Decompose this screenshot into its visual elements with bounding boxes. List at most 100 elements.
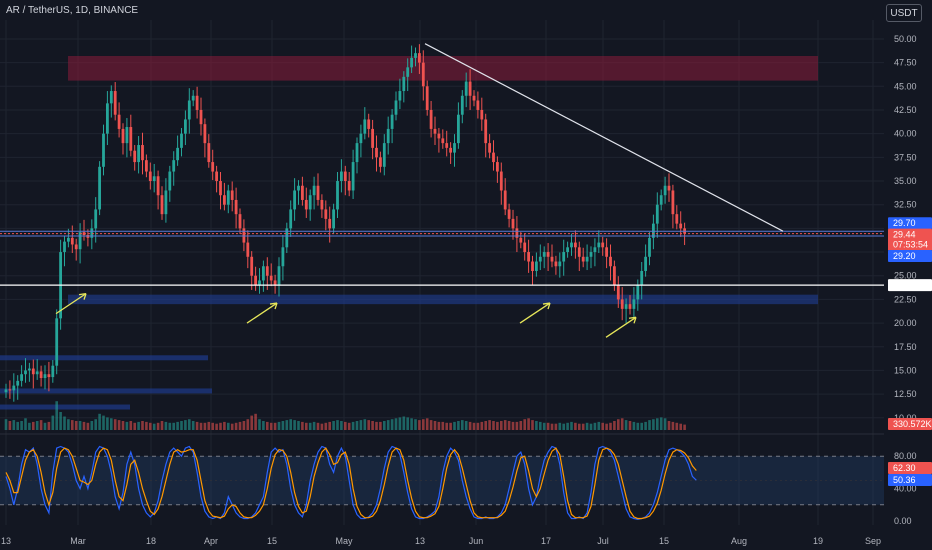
candle-body (199, 109, 203, 125)
candle-body (667, 185, 671, 191)
symbol-title[interactable]: AR / TetherUS, 1D, BINANCE (6, 5, 139, 16)
candle-body (648, 237, 651, 257)
volume-bar (320, 423, 324, 430)
candle-body (574, 242, 577, 248)
candle-body (24, 370, 27, 375)
volume-bar (110, 418, 113, 430)
volume-bar (149, 422, 152, 430)
candle-body (301, 185, 304, 200)
candle-body (636, 285, 640, 300)
volume-bar (28, 422, 31, 430)
candle-body (441, 138, 445, 144)
stoch-panel (0, 433, 884, 520)
volume-bar (445, 422, 448, 430)
candle-body (289, 209, 293, 229)
candle-body (659, 195, 663, 205)
x-tick-label: Mar (70, 536, 86, 546)
volume-bar (145, 421, 148, 430)
volume-bar (285, 420, 289, 430)
candle-body (550, 256, 554, 262)
volume-bar (519, 421, 523, 430)
candle-body (437, 133, 441, 139)
volume-bar (566, 422, 569, 430)
candle-body (133, 150, 137, 163)
candle-body (293, 190, 296, 210)
candle-body (250, 256, 254, 276)
volume-bar (344, 421, 347, 430)
candle-body (488, 143, 491, 153)
volume-bar (269, 422, 273, 430)
volume-bar (383, 421, 386, 430)
candle-body (148, 171, 152, 182)
candle-body (43, 374, 47, 379)
level-lines (0, 43, 884, 286)
candle-body (386, 128, 390, 144)
volume-bar (328, 421, 331, 430)
volume-bar (32, 421, 35, 430)
volume-bar (219, 422, 222, 430)
volume-bar (375, 421, 378, 430)
stoch-d-line (5, 447, 697, 520)
candle-body (215, 171, 218, 182)
annotation-arrow (605, 316, 637, 338)
volume-bar (16, 421, 19, 430)
volume-bar (347, 422, 351, 430)
volume-bar (402, 416, 406, 430)
candle-body (74, 244, 78, 250)
candle-body (168, 171, 172, 191)
candle-body (613, 266, 616, 286)
volume-bar (266, 421, 269, 430)
volume-bar (113, 419, 117, 430)
volume-bar (550, 423, 554, 430)
candle-body (655, 204, 659, 224)
volume-bar (90, 421, 94, 430)
candle-body (382, 143, 386, 167)
volume-bar (628, 421, 632, 430)
volume-bar (663, 418, 667, 430)
volume-bar (410, 418, 413, 430)
volume-bar (8, 421, 12, 430)
volume-bar (581, 423, 585, 430)
zones (0, 55, 818, 410)
volume-bar (238, 421, 242, 430)
candle-body (663, 185, 667, 196)
volume-bar (180, 421, 183, 430)
candle-body (476, 100, 480, 110)
candle-body (102, 133, 105, 167)
candle-body (12, 385, 16, 391)
trendline (424, 43, 784, 232)
currency-button[interactable]: USDT (886, 4, 922, 22)
candle-body (160, 195, 164, 215)
volume-bar (359, 420, 363, 430)
volume-bar (679, 423, 682, 430)
candle-body (230, 190, 234, 200)
candle-body (425, 86, 429, 110)
candle-body (519, 237, 523, 243)
volume-bar (199, 422, 203, 430)
demand-zone-1 (0, 355, 208, 361)
demand-zone-2 (0, 388, 212, 394)
volume-bar (207, 421, 211, 430)
candle-body (515, 228, 519, 238)
x-tick-label: Jun (469, 536, 484, 546)
volume-bar (324, 422, 328, 430)
volume-bar (141, 421, 144, 430)
candle-body (320, 199, 324, 210)
candle-body (347, 181, 351, 191)
candle-body (379, 157, 382, 167)
volume-bar (39, 420, 43, 430)
y-tick-label: 50.00 (894, 34, 917, 44)
volume-bar (258, 419, 261, 430)
volume-bar (191, 421, 195, 430)
volume-bar (656, 418, 659, 430)
candle-body (90, 228, 94, 238)
y-tick-label: 12.50 (894, 389, 917, 399)
volume-bar (156, 422, 160, 430)
volume-bar (503, 420, 507, 430)
candle-body (63, 241, 66, 253)
candle-body (94, 209, 98, 229)
volume-bar (461, 420, 464, 430)
candle-body (679, 223, 683, 229)
candle-body (55, 318, 59, 366)
y-tick-label: 45.00 (894, 81, 917, 91)
